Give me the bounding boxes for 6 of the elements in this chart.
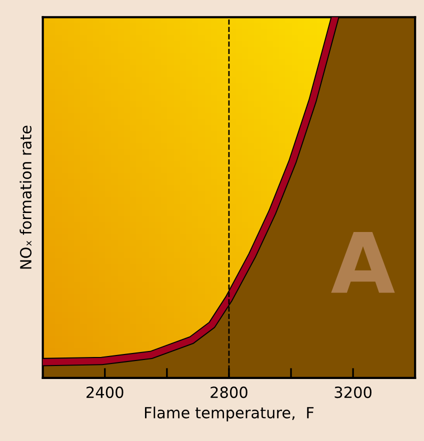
x-tick-label: 3200	[334, 386, 372, 398]
x-tick-label: 2400	[86, 386, 124, 398]
x-tick-label: 2800	[210, 386, 248, 398]
x-axis-title: Flame temperature, F	[145, 406, 314, 422]
annotation: A	[331, 232, 395, 293]
y-axis-title: NOₓ formation rate	[20, 126, 32, 269]
